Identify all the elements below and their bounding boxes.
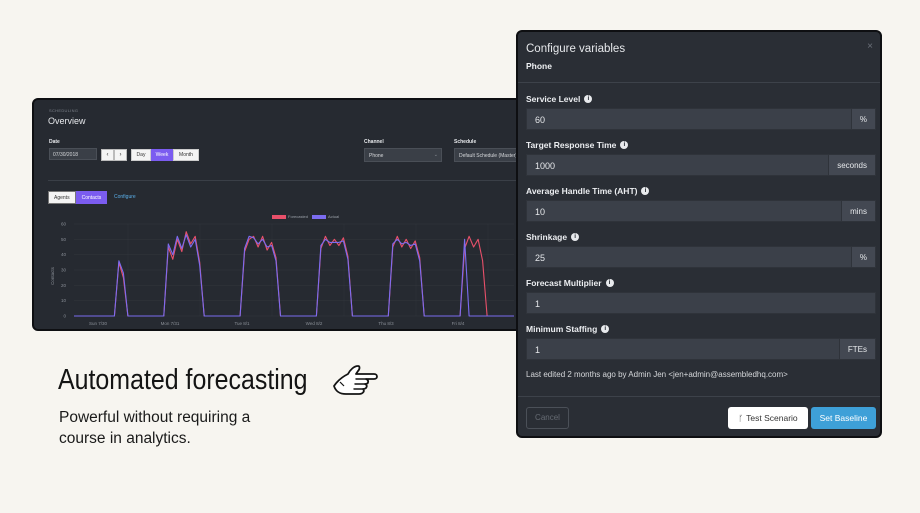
field-label-text: Shrinkage [526,232,568,242]
page-title: Overview [48,116,86,126]
field-label: Shrinkage i [526,232,580,242]
field-value[interactable]: 1 [535,299,541,309]
series-line-forecasted [74,231,514,317]
y-tick-label: 0 [63,314,66,319]
modal-subtitle: Phone [526,61,552,71]
channel-label: Channel [364,139,384,145]
range-week[interactable]: Week [151,149,173,161]
field-label-text: Average Handle Time (AHT) [526,186,638,196]
channel-value: Phone [369,153,384,159]
x-tick-label: Sun 7/30 [89,321,108,326]
schedule-select[interactable]: Default Schedule (Master) [454,148,520,162]
y-axis-label: Contacts [50,266,55,285]
field-value[interactable]: 10 [535,207,546,217]
footer-divider [518,396,880,397]
y-tick-label: 10 [61,298,67,303]
field-value[interactable]: 60 [535,115,546,125]
field-label: Service Level i [526,94,593,104]
configure-link[interactable]: Configure [114,194,136,200]
field-label-text: Target Response Time [526,140,617,150]
close-icon[interactable]: × [867,41,873,52]
field-input[interactable]: 60% [526,108,876,130]
field-value[interactable]: 1 [535,345,541,355]
field-unit: FTEs [838,339,875,359]
field-label: Minimum Staffing i [526,324,610,334]
chart-legend: Forecasted Actual [272,214,339,219]
field-label: Target Response Time i [526,140,629,150]
dashboard-preview: SCHEDULING Overview Date 07/30/2018 ‹ › … [32,98,522,331]
x-tick-label: Wed 8/2 [306,321,323,326]
field-input[interactable]: 1000 seconds [526,154,876,176]
field-input[interactable]: 1 [526,292,876,314]
range-day[interactable]: Day [131,149,151,161]
y-tick-label: 50 [61,237,67,242]
tab-agents[interactable]: Agents [48,191,76,204]
legend-label: Actual [328,214,340,219]
contacts-chart: 0 10 20 30 40 50 60 Sun 7/30 Mon 7/31 Tue 8/1 Wed … [50,222,514,326]
legend-swatch [312,214,327,219]
divider [48,180,518,181]
subtext: Powerful without requiring a course in a… [59,409,251,447]
field-input[interactable]: 25% [526,246,876,268]
info-icon[interactable]: i [605,279,614,287]
configure-variables-modal: Configure variables Phone × Service Leve… [516,30,882,438]
range-month[interactable]: Month [173,149,199,161]
x-tick-label: Thu 8/3 [378,321,394,326]
chevron-down-icon: ⌄ [433,152,438,158]
info-icon[interactable]: i [601,325,610,333]
tab-contacts[interactable]: Contacts [75,191,108,204]
field-input[interactable]: 10 mins [526,200,876,222]
field-label: Forecast Multiplier i [526,278,614,288]
y-tick-label: 30 [61,268,67,273]
cancel-button[interactable]: Cancel [526,407,569,429]
legend-actual: Actual [312,214,339,219]
schedule-label: Schedule [454,139,477,145]
next-button[interactable]: › [114,149,127,161]
y-tick-label: 60 [61,222,67,227]
date-label: Date [49,139,60,145]
field-unit: mins [841,201,875,221]
channel-select[interactable]: Phone ⌄ [364,148,442,162]
field-label-text: Service Level [526,94,581,104]
field-input[interactable]: 1 FTEs [526,338,876,360]
field-value[interactable]: 1000 [535,161,556,171]
modal-header: Configure variables Phone × [518,32,880,83]
schedule-value: Default Schedule (Master) [459,153,518,159]
info-icon[interactable]: i [620,141,629,149]
legend-swatch [272,214,286,219]
series-line-actual [74,234,514,317]
field-unit: % [850,247,875,267]
x-tick-label: Mon 7/31 [161,321,180,326]
y-tick-label: 40 [61,252,67,257]
x-tick-label: Tue 8/1 [234,321,250,326]
field-label-text: Minimum Staffing [526,324,598,334]
prev-button[interactable]: ‹ [101,149,114,161]
pointing-hand-icon [333,365,378,395]
branch-icon: ᚴ [738,414,744,423]
field-label: Average Handle Time (AHT) i [526,186,650,196]
y-tick-label: 20 [61,283,67,288]
headline: Automated forecasting [58,364,308,396]
field-unit: seconds [828,155,875,175]
info-icon[interactable]: i [584,95,593,103]
field-label-text: Forecast Multiplier [526,278,602,288]
legend-label: Forecasted [288,214,309,219]
field-unit: % [850,109,875,129]
test-scenario-label: Test Scenario [746,413,798,423]
x-tick-label: Fri 8/4 [452,321,465,326]
field-value[interactable]: 25 [535,253,546,263]
set-baseline-button[interactable]: Set Baseline [811,407,876,429]
date-input[interactable]: 07/30/2018 [49,148,97,160]
test-scenario-button[interactable]: ᚴ Test Scenario [728,407,808,429]
modal-title: Configure variables [526,43,626,55]
legend-forecasted: Forecasted [272,214,308,219]
last-edited-text: Last edited 2 months ago by Admin Jen <j… [526,370,788,379]
view-tabs: Agents Contacts [48,191,108,204]
breadcrumb: SCHEDULING [49,108,79,113]
info-icon[interactable]: i [571,233,580,241]
info-icon[interactable]: i [641,187,650,195]
